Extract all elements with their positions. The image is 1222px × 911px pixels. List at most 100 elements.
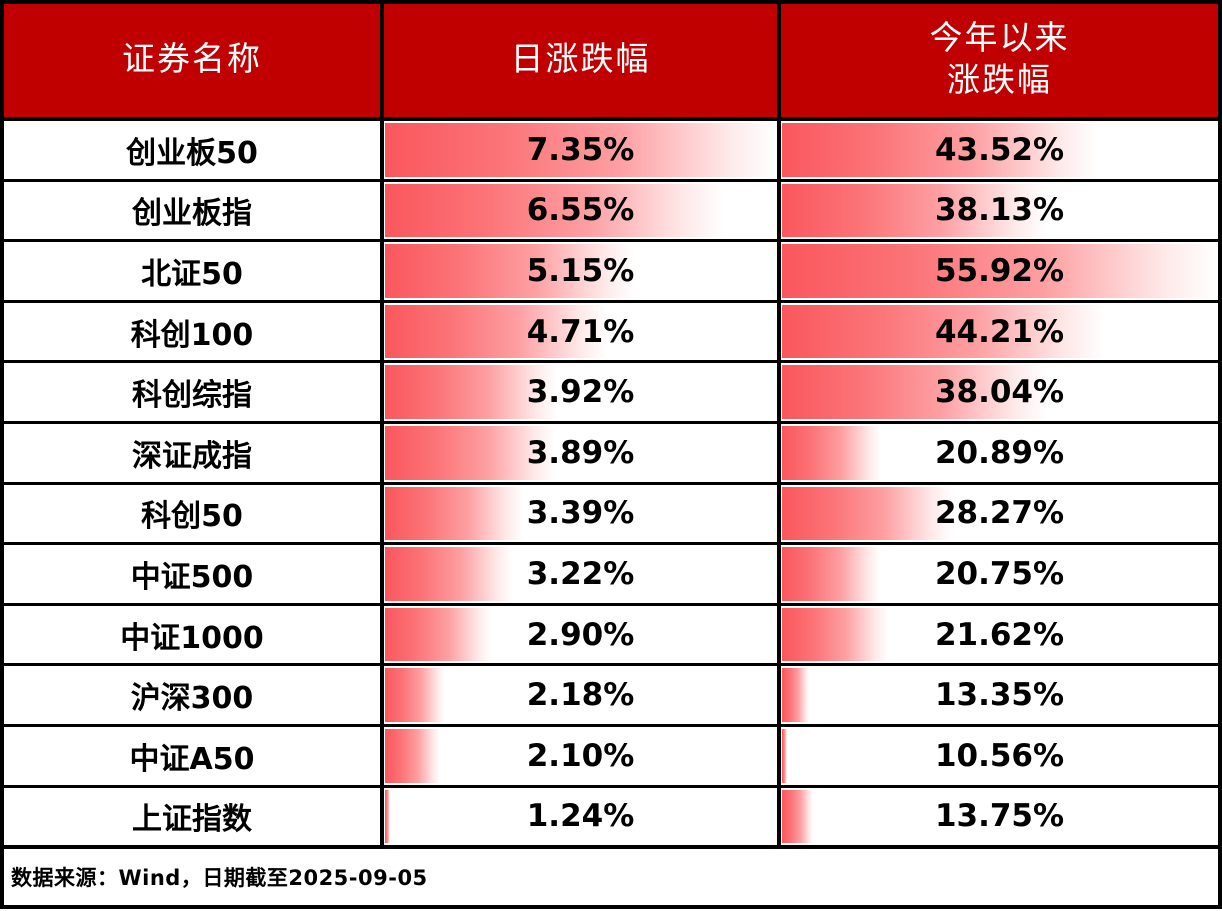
header-security-name-label: 证券名称 bbox=[122, 41, 262, 78]
daily-change-cell-value: 5.15% bbox=[526, 252, 635, 289]
daily-change-databar bbox=[385, 425, 555, 480]
table-header-row: 证券名称 日涨跌幅 今年以来 涨跌幅 bbox=[4, 4, 1218, 117]
ytd-change-databar bbox=[782, 365, 1046, 419]
ytd-change-cell-value: 44.21% bbox=[934, 313, 1065, 350]
daily-change-cell-value: 3.89% bbox=[526, 434, 635, 471]
daily-change-cell: 2.90% bbox=[384, 605, 781, 664]
table-row: 科创50 3.39% 28.27% bbox=[4, 481, 1218, 543]
daily-change-databar bbox=[385, 183, 725, 238]
header-ytd-change: 今年以来 涨跌幅 bbox=[781, 4, 1218, 117]
daily-change-cell-value: 6.55% bbox=[526, 192, 635, 229]
daily-change-cell-value: 3.22% bbox=[526, 555, 635, 592]
security-name-cell: 中证1000 bbox=[4, 605, 384, 664]
daily-change-cell: 4.71% bbox=[384, 302, 781, 361]
table-row: 上证指数 1.24% 13.75% bbox=[4, 784, 1218, 846]
daily-change-databar bbox=[385, 789, 390, 844]
daily-change-cell-value: 2.18% bbox=[526, 677, 635, 714]
daily-change-cell: 3.39% bbox=[384, 484, 781, 543]
security-name-cell: 沪深300 bbox=[4, 666, 384, 724]
table-row: 沪深300 2.18% 13.35% bbox=[4, 663, 1218, 724]
ytd-change-databar bbox=[782, 425, 881, 480]
daily-change-databar bbox=[385, 668, 445, 722]
daily-change-cell: 3.92% bbox=[384, 363, 781, 421]
ytd-change-cell-value: 13.35% bbox=[934, 677, 1065, 714]
table-row: 科创100 4.71% 44.21% bbox=[4, 299, 1218, 361]
security-name-cell: 深证成指 bbox=[4, 423, 384, 482]
ytd-change-cell: 13.35% bbox=[781, 666, 1218, 724]
daily-change-databar bbox=[385, 123, 776, 177]
ytd-change-cell: 38.04% bbox=[781, 363, 1218, 421]
ytd-change-cell: 28.27% bbox=[781, 485, 1218, 543]
daily-change-databar bbox=[385, 486, 523, 541]
daily-change-cell: 2.10% bbox=[384, 726, 781, 785]
security-name-cell: 北证50 bbox=[4, 242, 384, 300]
daily-change-cell-value: 7.35% bbox=[526, 131, 635, 168]
ytd-change-cell-value: 20.89% bbox=[934, 434, 1065, 471]
ytd-change-cell-value: 43.52% bbox=[934, 131, 1065, 168]
ytd-change-databar bbox=[782, 123, 1098, 177]
ytd-change-cell-value: 28.27% bbox=[934, 495, 1065, 532]
daily-change-databar bbox=[385, 547, 512, 601]
ytd-change-databar bbox=[782, 668, 809, 722]
ytd-change-cell: 20.89% bbox=[781, 424, 1218, 482]
ytd-change-databar bbox=[782, 547, 880, 601]
ytd-change-cell-value: 21.62% bbox=[934, 616, 1065, 653]
ytd-change-databar bbox=[782, 304, 1105, 359]
security-name-cell: 中证500 bbox=[4, 545, 384, 603]
header-daily-change-label: 日涨跌幅 bbox=[510, 41, 651, 78]
ytd-change-cell: 10.56% bbox=[781, 727, 1218, 785]
ytd-change-databar bbox=[782, 728, 787, 783]
daily-change-cell: 1.24% bbox=[384, 787, 781, 846]
table-row: 深证成指 3.89% 20.89% bbox=[4, 420, 1218, 482]
ytd-change-cell: 38.13% bbox=[781, 182, 1218, 240]
table-row: 中证1000 2.90% 21.62% bbox=[4, 602, 1218, 664]
daily-change-cell-value: 4.71% bbox=[526, 313, 635, 350]
ytd-change-cell: 20.75% bbox=[781, 545, 1218, 603]
ytd-change-cell: 44.21% bbox=[781, 303, 1218, 361]
table-row: 中证A50 2.10% 10.56% bbox=[4, 723, 1218, 785]
daily-change-cell-value: 3.39% bbox=[526, 495, 635, 532]
ytd-change-databar bbox=[782, 183, 1046, 238]
daily-change-databar bbox=[385, 304, 607, 359]
daily-change-cell: 3.89% bbox=[384, 423, 781, 482]
ytd-change-cell-value: 13.75% bbox=[934, 798, 1065, 835]
security-name-cell: 中证A50 bbox=[4, 726, 384, 785]
security-name-cell: 创业板50 bbox=[4, 121, 384, 179]
ytd-change-databar bbox=[782, 789, 813, 844]
daily-change-cell: 5.15% bbox=[384, 242, 781, 300]
daily-change-cell: 6.55% bbox=[384, 181, 781, 240]
ytd-change-cell-value: 38.04% bbox=[934, 374, 1065, 411]
header-ytd-change-label-line1: 今年以来 bbox=[929, 21, 1070, 58]
daily-change-cell-value: 1.24% bbox=[526, 798, 635, 835]
table-row: 中证500 3.22% 20.75% bbox=[4, 542, 1218, 603]
daily-change-databar bbox=[385, 244, 635, 298]
header-security-name: 证券名称 bbox=[4, 4, 384, 117]
table-body: 创业板50 7.35% 43.52% 创业板指 6.55% 38.13% 北证50 5.15%… bbox=[4, 117, 1218, 846]
table-row: 北证50 5.15% 55.92% bbox=[4, 239, 1218, 300]
header-ytd-change-label-line2: 涨跌幅 bbox=[947, 62, 1052, 99]
ytd-change-databar bbox=[782, 607, 888, 662]
table-footer-row: 数据来源：Wind，日期截至2025-09-05 bbox=[4, 845, 1218, 905]
data-source-note: 数据来源：Wind，日期截至2025-09-05 bbox=[11, 866, 428, 891]
ytd-change-cell: 13.75% bbox=[781, 788, 1218, 846]
daily-change-databar bbox=[385, 365, 557, 419]
security-name-cell: 创业板指 bbox=[4, 181, 384, 240]
daily-change-cell-value: 3.92% bbox=[526, 374, 635, 411]
ytd-change-cell: 43.52% bbox=[781, 121, 1218, 179]
daily-change-databar bbox=[385, 607, 491, 662]
security-name-cell: 科创50 bbox=[4, 484, 384, 543]
table-row: 科创综指 3.92% 38.04% bbox=[4, 360, 1218, 421]
daily-change-cell: 3.22% bbox=[384, 545, 781, 603]
ytd-change-cell: 21.62% bbox=[781, 606, 1218, 664]
security-name-cell: 科创100 bbox=[4, 302, 384, 361]
daily-change-cell: 7.35% bbox=[384, 121, 781, 179]
ytd-change-cell-value: 10.56% bbox=[934, 737, 1065, 774]
daily-change-databar bbox=[385, 728, 440, 783]
daily-change-cell-value: 2.10% bbox=[526, 737, 635, 774]
ytd-change-databar bbox=[782, 244, 1217, 298]
ytd-change-databar bbox=[782, 486, 952, 541]
table-row: 创业板指 6.55% 38.13% bbox=[4, 178, 1218, 240]
header-daily-change: 日涨跌幅 bbox=[384, 4, 781, 117]
